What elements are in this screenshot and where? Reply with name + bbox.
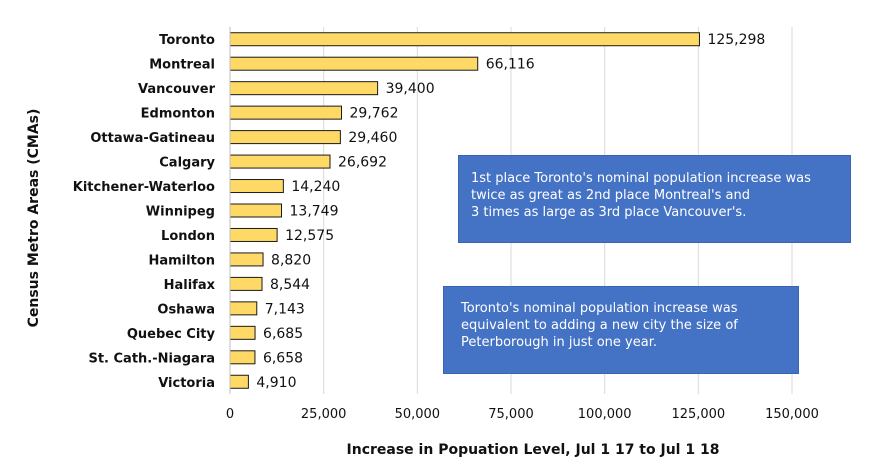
category-label: Hamilton — [148, 253, 215, 268]
x-tick-label: 125,000 — [671, 407, 725, 422]
data-label: 8,544 — [270, 277, 310, 293]
bar — [229, 350, 256, 365]
category-labels: Toronto Montreal Vancouver Edmonton Ottawa-G… — [73, 33, 216, 391]
data-label: 12,575 — [285, 228, 334, 244]
annotation-line: equivalent to adding a new city the size… — [461, 318, 738, 333]
bar — [229, 203, 283, 218]
data-label: 6,685 — [263, 326, 303, 342]
annotation-line: twice as great as 2nd place Montreal's a… — [471, 188, 750, 203]
x-tick-label: 100,000 — [578, 407, 632, 422]
bar — [229, 105, 343, 120]
annotation-box-toronto-vs-rivals: 1st place Toronto's nominal population i… — [458, 155, 851, 243]
category-label: Halifax — [164, 278, 216, 293]
category-label: St. Cath.-Niagara — [88, 351, 215, 366]
data-label: 4,910 — [256, 375, 296, 391]
category-label: Victoria — [158, 376, 215, 391]
data-label: 8,820 — [271, 252, 311, 268]
data-label: 14,240 — [291, 179, 340, 195]
annotation-box-peterborough: Toronto's nominal population increase wa… — [443, 286, 799, 374]
category-label: Calgary — [159, 156, 215, 171]
bar — [229, 227, 278, 242]
x-tick-label: 50,000 — [395, 407, 441, 422]
category-label: Oshawa — [157, 302, 215, 317]
bar — [229, 56, 479, 71]
category-label: Montreal — [149, 58, 215, 73]
bar — [229, 325, 256, 340]
x-tick-label: 25,000 — [301, 407, 347, 422]
x-tick-label: 75,000 — [488, 407, 534, 422]
annotation-line: 3 times as large as 3rd place Vancouver'… — [471, 205, 747, 220]
data-label: 6,658 — [263, 350, 303, 366]
bar — [229, 81, 379, 96]
data-label: 26,692 — [338, 155, 387, 171]
bar — [229, 252, 264, 267]
annotation-line: Toronto's nominal population increase wa… — [461, 301, 738, 316]
category-label: London — [161, 229, 215, 244]
data-label: 29,762 — [350, 106, 399, 122]
annotation-line: 1st place Toronto's nominal population i… — [471, 171, 811, 186]
bar — [229, 154, 331, 169]
category-label: Quebec City — [127, 327, 216, 342]
data-label: 7,143 — [265, 301, 305, 317]
annotation-line: Peterborough in just one year. — [461, 335, 657, 350]
category-label: Ottawa-Gatineau — [90, 131, 215, 146]
category-label: Kitchener-Waterloo — [73, 180, 215, 195]
data-label: 66,116 — [486, 57, 535, 73]
category-label: Toronto — [159, 33, 215, 48]
x-tick-label: 0 — [226, 407, 234, 422]
bar — [229, 179, 284, 194]
data-label: 29,460 — [348, 130, 397, 146]
data-label: 125,298 — [707, 32, 765, 48]
data-label: 13,749 — [290, 204, 339, 220]
bar — [229, 276, 263, 291]
bar — [229, 130, 341, 145]
y-axis-title: Census Metro Areas (CMAs) — [26, 109, 42, 328]
x-tick-label: 150,000 — [765, 407, 819, 422]
value-labels: 125,298 66,116 39,400 29,762 29,460 26,692 14,… — [256, 32, 765, 391]
category-label: Vancouver — [138, 82, 216, 97]
bar — [229, 32, 700, 47]
x-tick-labels: 0 25,000 50,000 75,000 100,000 125,000 150,000 — [226, 407, 819, 422]
category-label: Winnipeg — [146, 205, 215, 220]
bar — [229, 301, 258, 316]
x-axis-title: Increase in Popuation Level, Jul 1 17 to… — [347, 442, 720, 458]
data-label: 39,400 — [386, 81, 435, 97]
bar — [229, 374, 249, 389]
category-label: Edmonton — [141, 107, 215, 122]
